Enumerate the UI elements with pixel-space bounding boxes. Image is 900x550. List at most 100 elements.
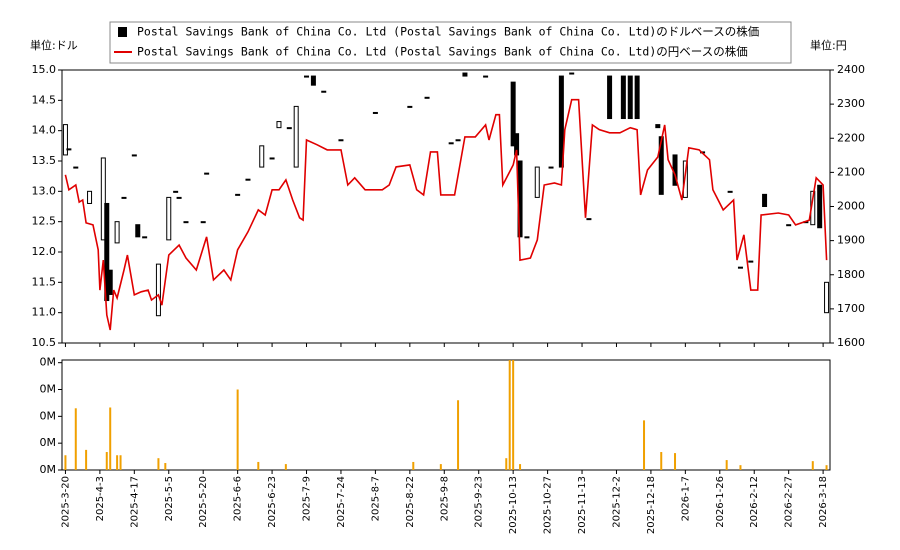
y-tick-label: 10.5 — [32, 336, 57, 349]
x-tick-label: 2025-4-17 — [129, 476, 140, 528]
x-tick-label: 2025-7-9 — [302, 476, 313, 521]
candle — [321, 90, 327, 93]
candle — [235, 193, 241, 196]
y-tick-label: 0M — [40, 356, 57, 369]
volume-bar — [660, 452, 663, 470]
y2-tick-label: 2300 — [837, 97, 865, 110]
y-tick-label: 11.0 — [32, 306, 57, 319]
candle — [183, 221, 189, 224]
volume-bar — [119, 455, 122, 470]
candle — [762, 193, 768, 208]
candle — [245, 178, 251, 181]
candle — [727, 190, 733, 193]
legend — [109, 21, 792, 64]
candle — [817, 184, 823, 229]
x-tick-label: 2025-10-27 — [543, 476, 554, 534]
y2-tick-label: 1600 — [837, 336, 865, 349]
y-tick-label: 0M — [40, 383, 57, 396]
candle — [448, 142, 454, 145]
candle — [293, 105, 299, 168]
legend-label: Postal Savings Bank of China Co. Ltd (Po… — [137, 25, 759, 39]
candle — [569, 72, 575, 75]
candle — [786, 224, 792, 227]
candle — [135, 224, 141, 238]
y2-tick-label: 2400 — [837, 63, 865, 76]
candle — [534, 166, 540, 198]
y-tick-label: 12.5 — [32, 215, 57, 228]
candle — [510, 81, 516, 147]
y-tick-label: 0M — [40, 436, 57, 449]
candle — [173, 190, 179, 193]
volume-bar — [412, 461, 415, 470]
y2-tick-label: 2200 — [837, 131, 865, 144]
candle — [104, 202, 110, 302]
x-tick-label: 2025-8-22 — [405, 476, 416, 528]
candle — [524, 236, 530, 239]
y-tick-label: 0M — [40, 463, 57, 476]
volume-bar — [439, 464, 442, 470]
candle — [131, 154, 137, 157]
candle — [107, 269, 113, 295]
candle — [204, 172, 210, 175]
x-tick-label: 2026-1-26 — [715, 476, 726, 528]
y-tick-label: 14.0 — [32, 124, 57, 137]
price-frame — [61, 69, 831, 344]
volume-bar — [74, 408, 77, 470]
x-tick-label: 2025-4-3 — [95, 476, 106, 521]
x-tick-label: 2026-3-18 — [818, 476, 829, 528]
candle — [269, 157, 275, 160]
volume-bar — [257, 461, 260, 470]
y-tick-label: 15.0 — [32, 63, 57, 76]
candle — [658, 136, 664, 195]
volume-bar — [512, 360, 515, 470]
candle — [462, 72, 468, 77]
candle — [66, 148, 72, 151]
volume-bar — [519, 464, 522, 470]
volume-bar — [811, 461, 814, 470]
volume-bar — [236, 389, 239, 470]
volume-bar — [674, 453, 677, 470]
volume-bar — [109, 407, 112, 470]
candle — [73, 166, 79, 169]
volume-bar — [643, 420, 646, 470]
candle — [310, 75, 316, 86]
candle — [620, 75, 626, 120]
x-tick-label: 2025-6-23 — [267, 476, 278, 528]
y-tick-label: 11.5 — [32, 275, 57, 288]
x-tick-label: 2025-10-13 — [508, 476, 519, 534]
x-tick-label: 2025-8-7 — [370, 476, 381, 521]
x-tick-label: 2025-12-2 — [611, 476, 622, 528]
candle — [372, 111, 378, 114]
y-tick-label: 13.5 — [32, 154, 57, 167]
candle — [586, 218, 592, 221]
x-tick-label: 2025-5-5 — [164, 476, 175, 521]
candle — [276, 121, 282, 129]
volume-frame — [61, 359, 831, 471]
candle — [483, 75, 489, 78]
volume-bar — [457, 400, 460, 470]
y2-tick-label: 1800 — [837, 268, 865, 281]
candle — [748, 260, 754, 263]
y2-tick-label: 2000 — [837, 200, 865, 213]
volume-bar — [85, 449, 88, 470]
y2-tick-label: 2100 — [837, 165, 865, 178]
x-tick-label: 2025-9-8 — [439, 476, 450, 521]
candle — [634, 75, 640, 120]
price-line — [64, 98, 828, 331]
candle — [114, 221, 120, 244]
candle — [286, 127, 292, 130]
candle — [627, 75, 633, 120]
y-tick-label: 13.0 — [32, 184, 57, 197]
y-tick-label: 12.0 — [32, 245, 57, 258]
candle — [304, 75, 310, 78]
candle — [607, 75, 613, 120]
x-tick-label: 2025-3-20 — [60, 476, 71, 528]
candle — [176, 196, 182, 199]
y2-tick-label: 1700 — [837, 302, 865, 315]
candle — [200, 221, 206, 224]
x-tick-label: 2025-12-18 — [646, 476, 657, 534]
x-tick-label: 2025-7-24 — [336, 476, 347, 528]
volume-bar — [164, 463, 167, 470]
volume-bar — [64, 455, 67, 470]
